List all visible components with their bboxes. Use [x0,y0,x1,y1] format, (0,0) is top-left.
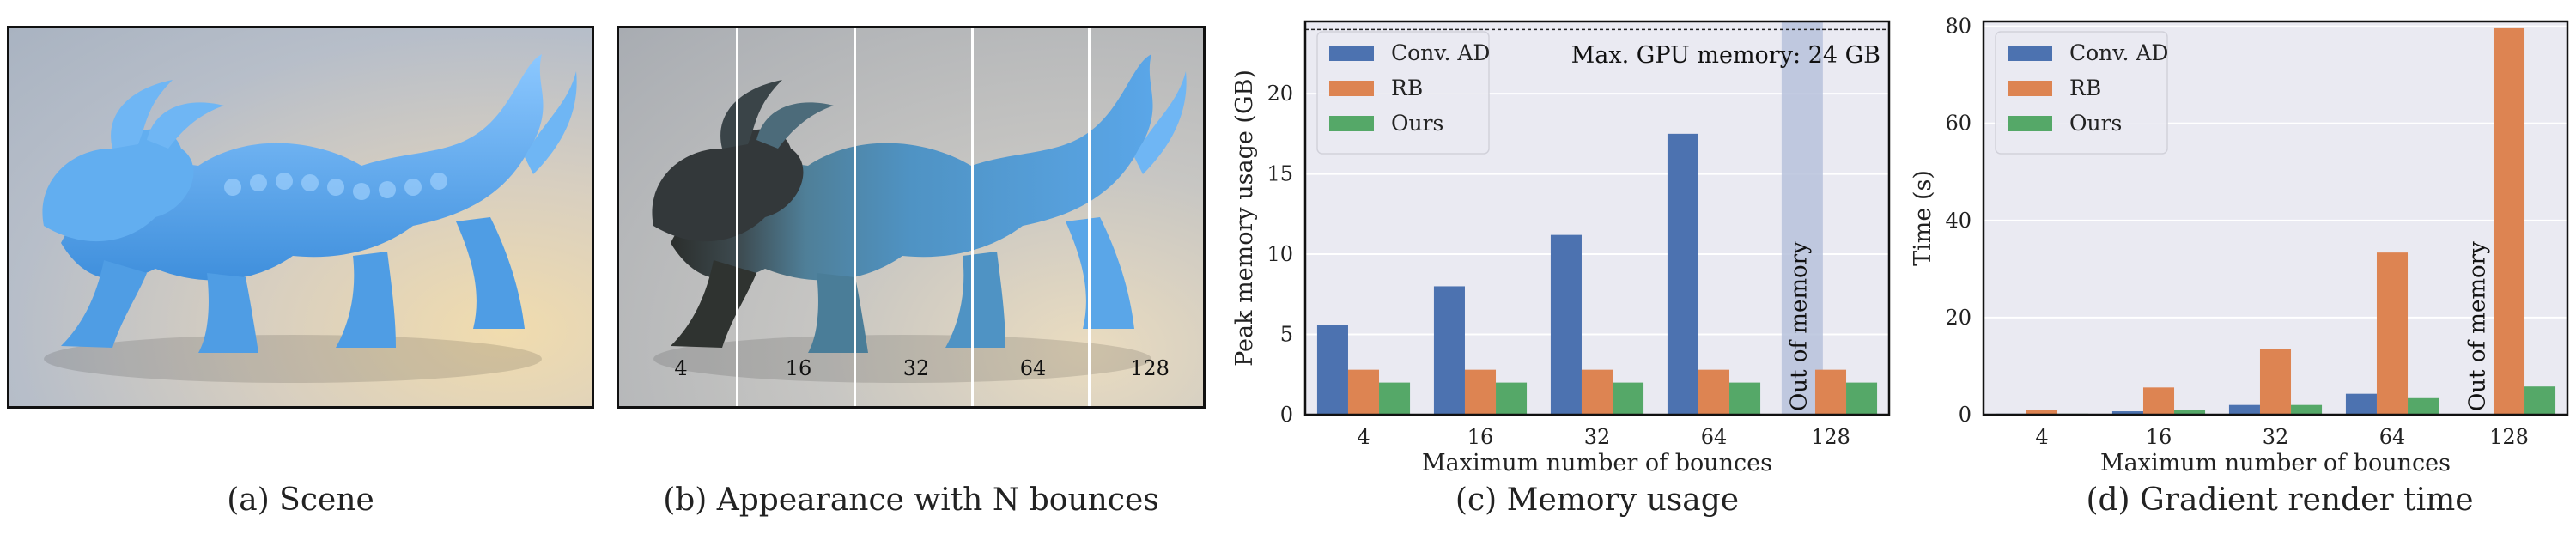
y-tick-label: 5 [1280,323,1293,347]
bar [1496,382,1528,415]
x-tick-label: 64 [1701,425,1728,449]
bar [1550,234,1582,415]
bar [2524,386,2556,415]
divider-line [736,28,738,406]
legend-label: RB [2069,76,2101,100]
render-time-chart: 0 20 40 60 80 Out of memory 4 16 32 64 128 Maximum … [1910,15,2569,476]
legend-swatch [2008,46,2052,61]
bar [2408,397,2439,415]
bounce-label: 4 [674,356,688,380]
bounces-comparison-image: 4 16 32 64 128 [617,26,1206,409]
legend-swatch [1329,116,1374,131]
out-of-memory-label: Out of memory [1786,241,1812,411]
bar [1347,369,1380,415]
bar [1613,382,1644,415]
y-tick-label: 0 [1959,403,1971,427]
x-axis-label: Maximum number of bounces [2100,450,2451,476]
x-tick-label: 16 [2146,425,2172,449]
bar [1433,286,1465,415]
plot-frame [1982,20,2569,416]
bar [2228,404,2260,415]
bar [1581,369,1613,415]
y-tick-label: 15 [1267,162,1293,186]
legend-swatch [2008,81,2052,96]
bar [2026,410,2058,415]
bar [1814,369,1847,415]
x-tick-label: 16 [1467,425,1494,449]
bar [2259,349,2292,415]
bar [1698,369,1730,415]
dragon-illustration [42,54,577,383]
out-of-memory-band [1781,21,1823,415]
bounce-label: 64 [1019,356,1047,380]
bounce-label: 128 [1130,356,1170,380]
bounce-label: 32 [902,356,930,380]
caption-bounces: (b) Appearance with N bounces [663,482,1159,518]
scene-image [7,26,594,409]
y-tick-label: 10 [1267,242,1293,266]
max-memory-label: Max. GPU memory: 24 GB [1571,42,1880,69]
legend-label: Ours [2069,111,2122,136]
bar [2345,393,2377,415]
legend-swatch [1329,46,1374,61]
legend-swatch [1329,81,1374,96]
caption-time: (d) Gradient render time [2086,482,2474,518]
y-axis-label: Peak memory usage (GB) [1231,70,1258,367]
bar [2291,404,2323,415]
bar [1379,382,1411,415]
bar [1667,133,1698,415]
bar [2493,27,2525,416]
legend-label: Ours [1391,111,1443,136]
bounce-label: 16 [785,356,812,380]
x-tick-label: 64 [2379,425,2406,449]
bar [2174,410,2206,415]
dragon-bounces-illustration [652,54,1187,383]
x-tick-label: 32 [2263,425,2289,449]
caption-memory: (c) Memory usage [1455,482,1740,518]
bar [2142,387,2175,415]
y-tick-label: 20 [1945,306,1971,330]
bar [1464,369,1497,415]
legend-label: Conv. AD [2069,40,2168,65]
bar [2376,252,2409,415]
legend-swatch [2008,116,2052,131]
y-tick-label: 60 [1945,112,1971,136]
bar [1316,325,1348,415]
bar [1729,382,1761,415]
y-axis-label: Time (s) [1910,170,1936,266]
bar [2111,411,2143,415]
y-tick-label: 0 [1280,403,1293,427]
legend-label: RB [1391,76,1423,100]
y-tick-label: 20 [1267,82,1293,106]
bar [1846,382,1878,415]
memory-usage-chart: 0 5 10 15 20 Max. GPU memory: 24 GB Out of mem… [1231,20,1891,476]
x-tick-label: 128 [1811,425,1850,449]
legend-label: Conv. AD [1391,40,1490,65]
caption-scene: (a) Scene [227,482,374,518]
y-tick-label: 40 [1945,209,1971,233]
y-tick-label: 80 [1945,15,1971,39]
divider-line [1088,28,1091,406]
divider-line [971,28,974,406]
plot-frame [1303,20,1891,416]
x-tick-label: 4 [1357,425,1370,449]
x-tick-label: 32 [1584,425,1611,449]
divider-line [854,28,856,406]
out-of-memory-label: Out of memory [2464,241,2490,411]
x-tick-label: 4 [2035,425,2048,449]
x-axis-label: Maximum number of bounces [1422,450,1772,476]
x-tick-label: 128 [2489,425,2529,449]
